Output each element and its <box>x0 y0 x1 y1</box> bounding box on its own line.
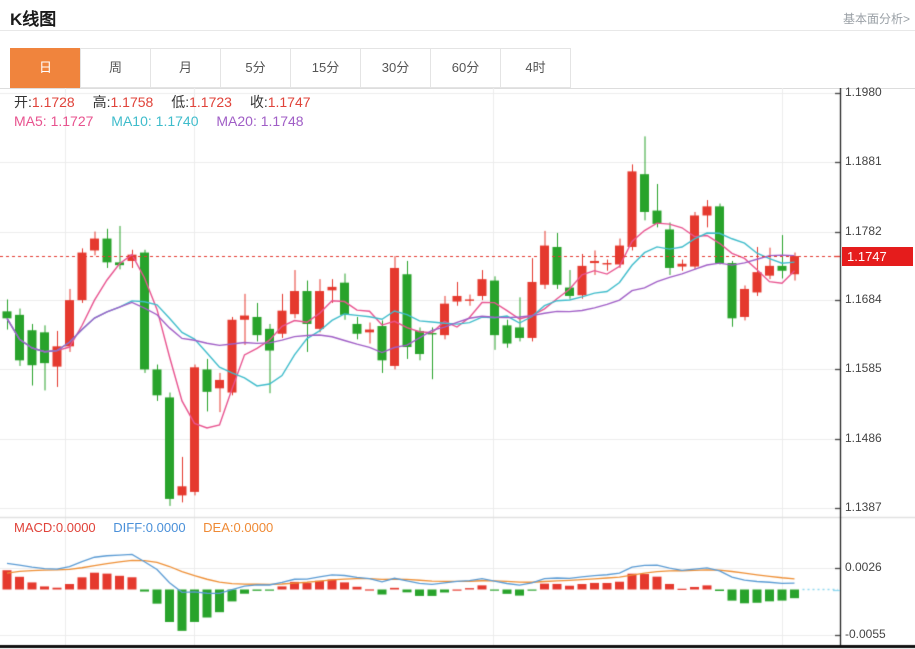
ma5-label: MA5: <box>14 113 47 129</box>
macd-axis-tick-2: -0.0055 <box>845 626 886 641</box>
last-price-tag: 1.1747 <box>842 246 913 266</box>
price-axis-tick-2: 1.1881 <box>845 154 882 169</box>
tab-period-4[interactable]: 5分 <box>220 48 291 88</box>
tab-period-7[interactable]: 60分 <box>430 48 501 88</box>
ma-readout: MA5: 1.1727 MA10: 1.1740 MA20: 1.1748 <box>14 113 318 129</box>
price-axis-tick-3: 1.1782 <box>845 223 882 238</box>
dea-label: DEA: <box>203 520 234 535</box>
price-axis-tick-4: 1.1684 <box>845 292 882 307</box>
macd-value: 0.0000 <box>55 520 96 535</box>
high-value: 1.1758 <box>110 94 154 110</box>
close-label: 收: <box>249 94 268 110</box>
period-tab-bar: 日周月 5分 15分 30分 60分 4时 <box>10 48 571 88</box>
price-axis-tick-6: 1.1486 <box>845 430 882 445</box>
kline-canvas[interactable] <box>0 88 915 649</box>
diff-label: DIFF: <box>113 520 146 535</box>
macd-readout: MACD:0.0000 DIFF:0.0000 DEA:0.0000 <box>14 520 287 535</box>
open-value: 1.1728 <box>31 94 75 110</box>
ma20-label: MA20: <box>216 113 257 129</box>
header-divider <box>0 30 915 31</box>
low-value: 1.1723 <box>189 94 232 110</box>
page-title: K线图 <box>10 10 57 29</box>
dea-value: 0.0000 <box>233 520 274 535</box>
fundamental-analysis-link[interactable]: 基本面分析> <box>842 12 910 26</box>
ma10-value: 1.1740 <box>155 113 199 129</box>
macd-axis-tick-1: 0.0026 <box>845 559 882 574</box>
tab-period-8[interactable]: 4时 <box>500 48 571 88</box>
open-label: 开: <box>14 94 32 110</box>
price-axis-tick-5: 1.1585 <box>845 361 882 376</box>
ohlc-readout: 开:1.1728 高:1.1758 低:1.1723 收:1.1747 <box>14 92 325 112</box>
ma5-value: 1.1727 <box>50 113 94 129</box>
tab-period-5[interactable]: 15分 <box>290 48 361 88</box>
tab-period-6[interactable]: 30分 <box>360 48 431 88</box>
high-label: 高: <box>92 94 111 110</box>
ma20-value: 1.1748 <box>260 113 304 129</box>
price-axis-tick-7: 1.1387 <box>845 500 882 514</box>
tab-period-3[interactable]: 月 <box>150 48 221 88</box>
tab-period-2[interactable]: 周 <box>80 48 151 88</box>
macd-label: MACD: <box>14 520 56 535</box>
ma10-label: MA10: <box>111 113 152 129</box>
diff-value: 0.0000 <box>145 520 186 535</box>
low-label: 低: <box>171 94 190 110</box>
price-axis-tick-1: 1.1980 <box>845 85 882 99</box>
tab-period-1[interactable]: 日 <box>10 48 81 88</box>
close-value: 1.1747 <box>267 94 311 110</box>
